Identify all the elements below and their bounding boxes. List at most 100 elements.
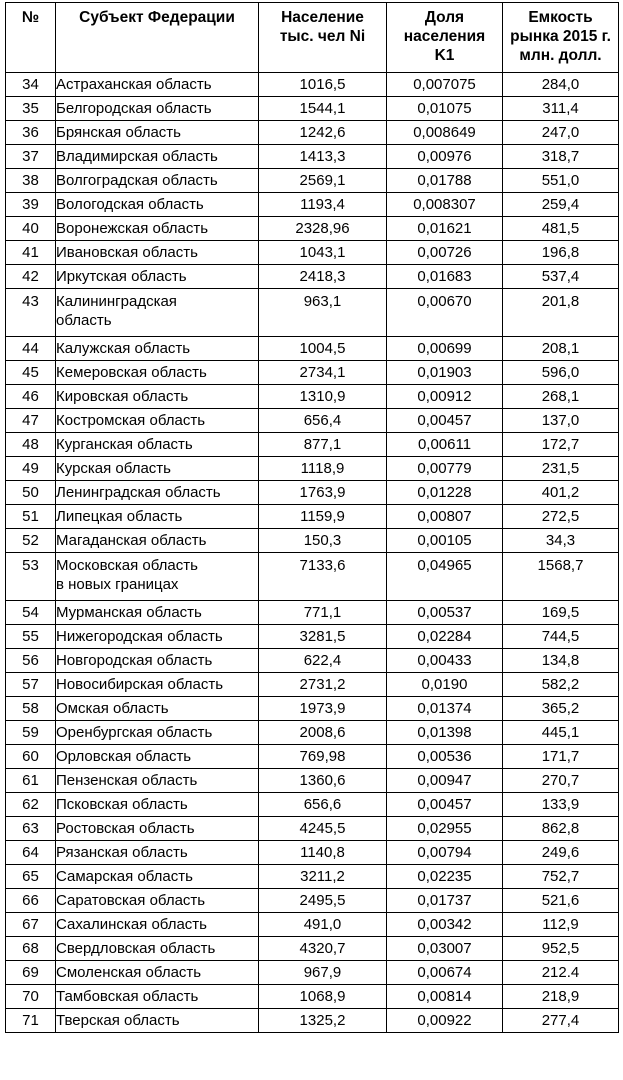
cell-population-share: 0,00674 (386, 960, 503, 985)
column-header-line: Доля (424, 9, 465, 26)
table-row: 71 Тверская область 1325,2 0,00922 277,4 (5, 1008, 619, 1033)
cell-number: 41 (5, 240, 56, 265)
cell-market-capacity: 212.4 (502, 960, 619, 985)
cell-subject: Кировская область (55, 384, 259, 409)
cell-population-share: 0,02955 (386, 816, 503, 841)
cell-number: 53 (5, 552, 56, 601)
cell-subject: Курская область (55, 456, 259, 481)
cell-subject: Нижегородская область (55, 624, 259, 649)
cell-number: 52 (5, 528, 56, 553)
cell-population: 491,0 (258, 912, 387, 937)
cell-subject: Магаданская область (55, 528, 259, 553)
cell-market-capacity: 862,8 (502, 816, 619, 841)
cell-subject: Белгородская область (55, 96, 259, 121)
cell-market-capacity: 744,5 (502, 624, 619, 649)
cell-population: 4320,7 (258, 936, 387, 961)
column-header-population-share: Доля населения K1 (386, 2, 503, 73)
column-header-line: Субъект Федерации (79, 9, 235, 26)
cell-number: 71 (5, 1008, 56, 1033)
cell-subject-line: Воронежская область (56, 220, 209, 237)
table-row: 54 Мурманская область 771,1 0,00537 169,5 (5, 600, 619, 625)
cell-population: 771,1 (258, 600, 387, 625)
cell-subject-line: Самарская область (56, 868, 193, 885)
cell-population: 1043,1 (258, 240, 387, 265)
cell-population: 2495,5 (258, 888, 387, 913)
cell-number: 47 (5, 408, 56, 433)
cell-subject: Ивановская область (55, 240, 259, 265)
table-row: 49 Курская область 1118,9 0,00779 231,5 (5, 456, 619, 481)
cell-population-share: 0,00807 (386, 504, 503, 529)
cell-market-capacity: 208,1 (502, 336, 619, 361)
cell-number: 56 (5, 648, 56, 673)
cell-market-capacity: 445,1 (502, 720, 619, 745)
table-row: 38 Волгоградская область 2569,1 0,01788 551,… (5, 168, 619, 193)
table-row: 40 Воронежская область 2328,96 0,01621 481,5 (5, 216, 619, 241)
cell-subject-line: Новгородская область (56, 652, 213, 669)
cell-population-share: 0,01903 (386, 360, 503, 385)
cell-subject: Орловская область (55, 744, 259, 769)
cell-subject: Воронежская область (55, 216, 259, 241)
cell-number: 64 (5, 840, 56, 865)
cell-population: 2734,1 (258, 360, 387, 385)
cell-subject-line: Нижегородская область (56, 628, 223, 645)
cell-subject: Смоленская область (55, 960, 259, 985)
cell-market-capacity: 112,9 (502, 912, 619, 937)
cell-subject-line: Ленинградская область (56, 484, 221, 501)
cell-subject-line: Брянская область (56, 124, 181, 141)
cell-market-capacity: 582,2 (502, 672, 619, 697)
cell-population-share: 0,00922 (386, 1008, 503, 1033)
cell-number: 65 (5, 864, 56, 889)
cell-population-share: 0,00342 (386, 912, 503, 937)
cell-population-share: 0,00457 (386, 408, 503, 433)
cell-subject-line: Новосибирская область (56, 676, 224, 693)
cell-subject-line: Оренбургская область (56, 724, 213, 741)
cell-number: 37 (5, 144, 56, 169)
cell-subject: Самарская область (55, 864, 259, 889)
cell-market-capacity: 172,7 (502, 432, 619, 457)
table-row: 55 Нижегородская область 3281,5 0,02284 744,… (5, 624, 619, 649)
cell-number: 62 (5, 792, 56, 817)
cell-subject-line: Омская область (56, 700, 169, 717)
cell-population-share: 0,008307 (386, 192, 503, 217)
cell-population-share: 0,01683 (386, 264, 503, 289)
cell-market-capacity: 231,5 (502, 456, 619, 481)
table-row: 41 Ивановская область 1043,1 0,00726 196,8 (5, 240, 619, 265)
cell-market-capacity: 284,0 (502, 72, 619, 97)
cell-population-share: 0,02284 (386, 624, 503, 649)
cell-population: 150,3 (258, 528, 387, 553)
cell-subject-line: Псковская область (56, 796, 188, 813)
cell-population-share: 0,01374 (386, 696, 503, 721)
cell-market-capacity: 169,5 (502, 600, 619, 625)
table-header: № Субъект Федерации Население тыс. чел Ni… (5, 2, 619, 73)
cell-number: 55 (5, 624, 56, 649)
regions-market-table: № Субъект Федерации Население тыс. чел Ni… (5, 2, 619, 1033)
cell-subject: Омская область (55, 696, 259, 721)
cell-subject-line: Московская область (56, 557, 198, 574)
column-header-line: рынка 2015 г. (510, 28, 611, 45)
cell-population-share: 0,00814 (386, 984, 503, 1009)
cell-population: 1360,6 (258, 768, 387, 793)
table-row: 48 Курганская область 877,1 0,00611 172,7 (5, 432, 619, 457)
table-row: 69 Смоленская область 967,9 0,00674 212.4 (5, 960, 619, 985)
cell-subject: Калининградская область (55, 288, 259, 337)
cell-subject-line: Пензенская область (56, 772, 198, 789)
cell-subject-line: Тверская область (56, 1012, 180, 1029)
cell-population-share: 0,01228 (386, 480, 503, 505)
cell-number: 63 (5, 816, 56, 841)
table-row: 34 Астраханская область 1016,5 0,007075 284,… (5, 72, 619, 97)
cell-number: 50 (5, 480, 56, 505)
cell-number: 67 (5, 912, 56, 937)
cell-population-share: 0,00794 (386, 840, 503, 865)
cell-population-share: 0,00105 (386, 528, 503, 553)
cell-population-share: 0,00779 (386, 456, 503, 481)
cell-subject-line: Белгородская область (56, 100, 212, 117)
cell-subject: Московская область в новых границах (55, 552, 259, 601)
cell-subject: Брянская область (55, 120, 259, 145)
cell-subject: Саратовская область (55, 888, 259, 913)
cell-market-capacity: 218,9 (502, 984, 619, 1009)
cell-number: 59 (5, 720, 56, 745)
cell-market-capacity: 247,0 (502, 120, 619, 145)
column-header-line: № (21, 9, 40, 26)
cell-population-share: 0,01621 (386, 216, 503, 241)
table-row: 61 Пензенская область 1360,6 0,00947 270,7 (5, 768, 619, 793)
